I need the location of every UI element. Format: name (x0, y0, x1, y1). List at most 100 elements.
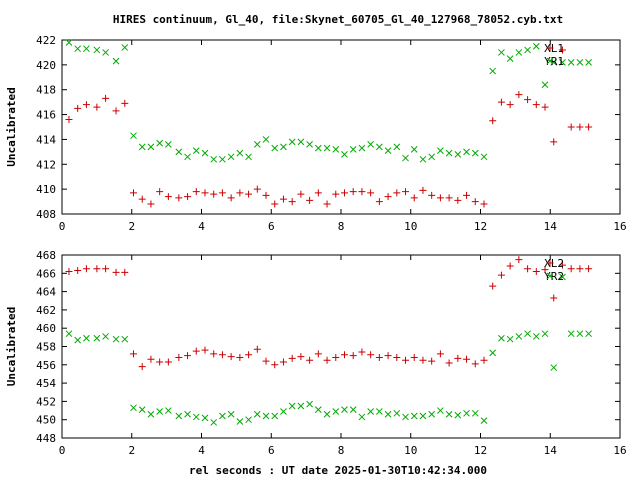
data-point (210, 419, 218, 426)
data-point (218, 351, 226, 359)
data-point (515, 333, 523, 340)
data-point (210, 350, 218, 358)
data-point (227, 194, 235, 202)
data-point (541, 103, 549, 111)
data-point (384, 147, 392, 154)
data-point (314, 189, 322, 197)
data-point (463, 148, 470, 156)
data-point (65, 267, 73, 275)
data-point (102, 265, 110, 273)
data-point (367, 351, 375, 359)
data-point (121, 44, 129, 51)
data-point (323, 144, 331, 152)
data-point (463, 191, 471, 199)
x-tick-label: 6 (268, 220, 275, 233)
data-point (419, 412, 427, 420)
data-point (253, 185, 261, 193)
data-point (130, 404, 137, 412)
data-point (375, 198, 383, 206)
data-point (201, 149, 209, 157)
data-point (121, 99, 129, 107)
data-point (147, 355, 155, 363)
series-XL2 (65, 256, 593, 371)
data-point (83, 334, 90, 342)
data-point (550, 364, 558, 371)
data-point (532, 267, 540, 275)
data-point (585, 265, 593, 273)
data-point (74, 336, 82, 344)
data-point (74, 267, 82, 275)
data-point (156, 408, 164, 415)
y-tick-label: 454 (36, 377, 56, 390)
data-point (184, 153, 191, 161)
data-point (175, 194, 183, 202)
data-point (489, 117, 497, 125)
data-point (558, 46, 566, 54)
x-tick-label: 4 (198, 444, 205, 457)
data-point (384, 193, 392, 201)
data-point (341, 150, 348, 158)
data-point (567, 59, 575, 66)
y-tick-label: 456 (36, 359, 56, 372)
data-point (550, 59, 558, 66)
data-point (463, 409, 470, 417)
data-point (489, 67, 497, 75)
data-point (471, 360, 479, 368)
data-point (271, 412, 279, 420)
data-point (147, 143, 155, 151)
data-point (376, 408, 383, 415)
y-tick-label: 466 (36, 267, 56, 280)
data-point (437, 407, 444, 414)
data-point (419, 155, 427, 163)
data-point (129, 189, 137, 197)
data-point (524, 46, 531, 54)
data-point (497, 98, 505, 106)
data-point (384, 410, 392, 418)
data-point (349, 188, 357, 196)
data-point (489, 349, 497, 357)
x-tick-label: 8 (338, 444, 345, 457)
data-point (428, 191, 436, 199)
data-point (184, 410, 191, 418)
data-point (219, 155, 226, 163)
x-tick-label: 6 (268, 444, 275, 457)
data-point (164, 358, 172, 366)
data-point (262, 412, 270, 420)
data-point (367, 189, 375, 197)
data-point (280, 408, 287, 415)
data-point (175, 353, 183, 361)
data-point (358, 188, 366, 196)
data-point (428, 410, 436, 418)
data-point (558, 261, 566, 269)
chart-title: HIRES continuum, Gl_40, file:Skynet_6070… (113, 13, 563, 26)
series-YR2 (65, 273, 592, 426)
data-point (585, 330, 592, 338)
data-point (201, 189, 209, 197)
data-point (253, 345, 261, 353)
data-point (480, 417, 488, 424)
data-point (102, 94, 110, 102)
data-point (192, 147, 200, 154)
data-point (410, 353, 418, 361)
data-point (454, 411, 462, 419)
data-point (349, 352, 357, 360)
data-point (236, 353, 244, 361)
data-point (218, 189, 226, 197)
data-point (245, 153, 252, 161)
data-point (245, 416, 252, 424)
data-point (65, 116, 73, 124)
data-point (428, 357, 436, 365)
data-point (463, 355, 471, 363)
data-point (393, 409, 401, 417)
data-point (532, 101, 540, 109)
data-point (410, 412, 418, 420)
x-tick-label: 10 (404, 444, 417, 457)
data-point (306, 196, 314, 204)
data-point (506, 55, 514, 62)
data-point (262, 191, 270, 199)
data-point (130, 132, 137, 140)
data-point (262, 357, 270, 365)
data-point (297, 138, 305, 146)
y-tick-label: 464 (36, 286, 56, 299)
data-point (367, 408, 374, 415)
